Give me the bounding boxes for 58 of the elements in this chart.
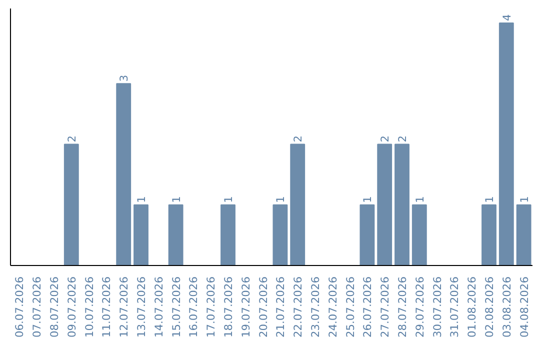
data-label: 1 bbox=[222, 196, 235, 203]
x-tick-label: 31.07.2026 bbox=[448, 276, 462, 338]
x-tick-label: 15.07.2026 bbox=[170, 276, 183, 338]
data-label: 3 bbox=[118, 74, 131, 82]
data-label: 2 bbox=[65, 135, 78, 142]
x-tick-label: 25.07.2026 bbox=[344, 276, 357, 338]
x-tick-label: 23.07.2026 bbox=[309, 276, 322, 338]
data-label: 1 bbox=[413, 196, 426, 203]
data-label: 1 bbox=[170, 196, 183, 203]
bar bbox=[168, 204, 184, 266]
data-label: 4 bbox=[500, 14, 514, 22]
x-tick-label: 24.07.2026 bbox=[326, 276, 340, 338]
x-tick-label: 10.07.2026 bbox=[82, 276, 96, 338]
x-tick-label: 30.07.2026 bbox=[430, 276, 444, 338]
x-tick-label: 02.08.2026 bbox=[483, 276, 496, 338]
x-tick-label: 21.07.2026 bbox=[274, 276, 288, 338]
bar bbox=[116, 83, 132, 266]
bar bbox=[272, 204, 288, 266]
x-tick-label: 04.08.2026 bbox=[518, 276, 531, 338]
data-label: 1 bbox=[518, 196, 531, 203]
bar bbox=[64, 144, 79, 266]
bar bbox=[134, 204, 148, 266]
bar bbox=[516, 204, 532, 266]
x-tick-label: 20.07.2026 bbox=[256, 276, 270, 338]
data-label: 1 bbox=[483, 196, 496, 203]
x-tick-label: 22.07.2026 bbox=[292, 276, 305, 338]
bar bbox=[412, 204, 427, 266]
x-tick-label: 07.07.2026 bbox=[30, 276, 44, 338]
x-tick-label: 08.07.2026 bbox=[48, 276, 61, 338]
x-tick-label: 17.07.2026 bbox=[204, 276, 218, 338]
x-tick-label: 06.07.2026 bbox=[13, 276, 26, 338]
x-tick-label: 09.07.2026 bbox=[65, 276, 78, 338]
bar bbox=[498, 22, 514, 266]
x-tick-label: 13.07.2026 bbox=[135, 276, 148, 338]
x-tick-label: 16.07.2026 bbox=[187, 276, 200, 338]
x-tick-label: 14.07.2026 bbox=[152, 276, 166, 338]
data-label: 1 bbox=[361, 196, 374, 203]
data-label: 1 bbox=[274, 196, 288, 203]
data-label: 2 bbox=[396, 135, 409, 142]
x-tick-label: 19.07.2026 bbox=[239, 276, 252, 338]
bar bbox=[360, 204, 375, 266]
x-tick-label: 01.08.2026 bbox=[466, 276, 479, 338]
x-tick-label: 11.07.2026 bbox=[100, 276, 114, 338]
x-tick-label: 28.07.2026 bbox=[396, 276, 409, 338]
x-tick-label: 12.07.2026 bbox=[118, 276, 131, 338]
x-tick-label: 26.07.2026 bbox=[361, 276, 374, 338]
bar bbox=[290, 144, 306, 266]
bar bbox=[220, 204, 236, 266]
data-label: 2 bbox=[378, 135, 392, 142]
x-tick-label: 03.08.2026 bbox=[500, 276, 514, 338]
x-tick-label: 29.07.2026 bbox=[413, 276, 426, 338]
bar bbox=[482, 204, 496, 266]
bar bbox=[377, 144, 392, 266]
x-tick-label: 18.07.2026 bbox=[222, 276, 235, 338]
data-label: 1 bbox=[135, 196, 148, 203]
x-tick-label: 27.07.2026 bbox=[378, 276, 392, 338]
data-label: 2 bbox=[292, 135, 305, 142]
bar bbox=[394, 144, 410, 266]
